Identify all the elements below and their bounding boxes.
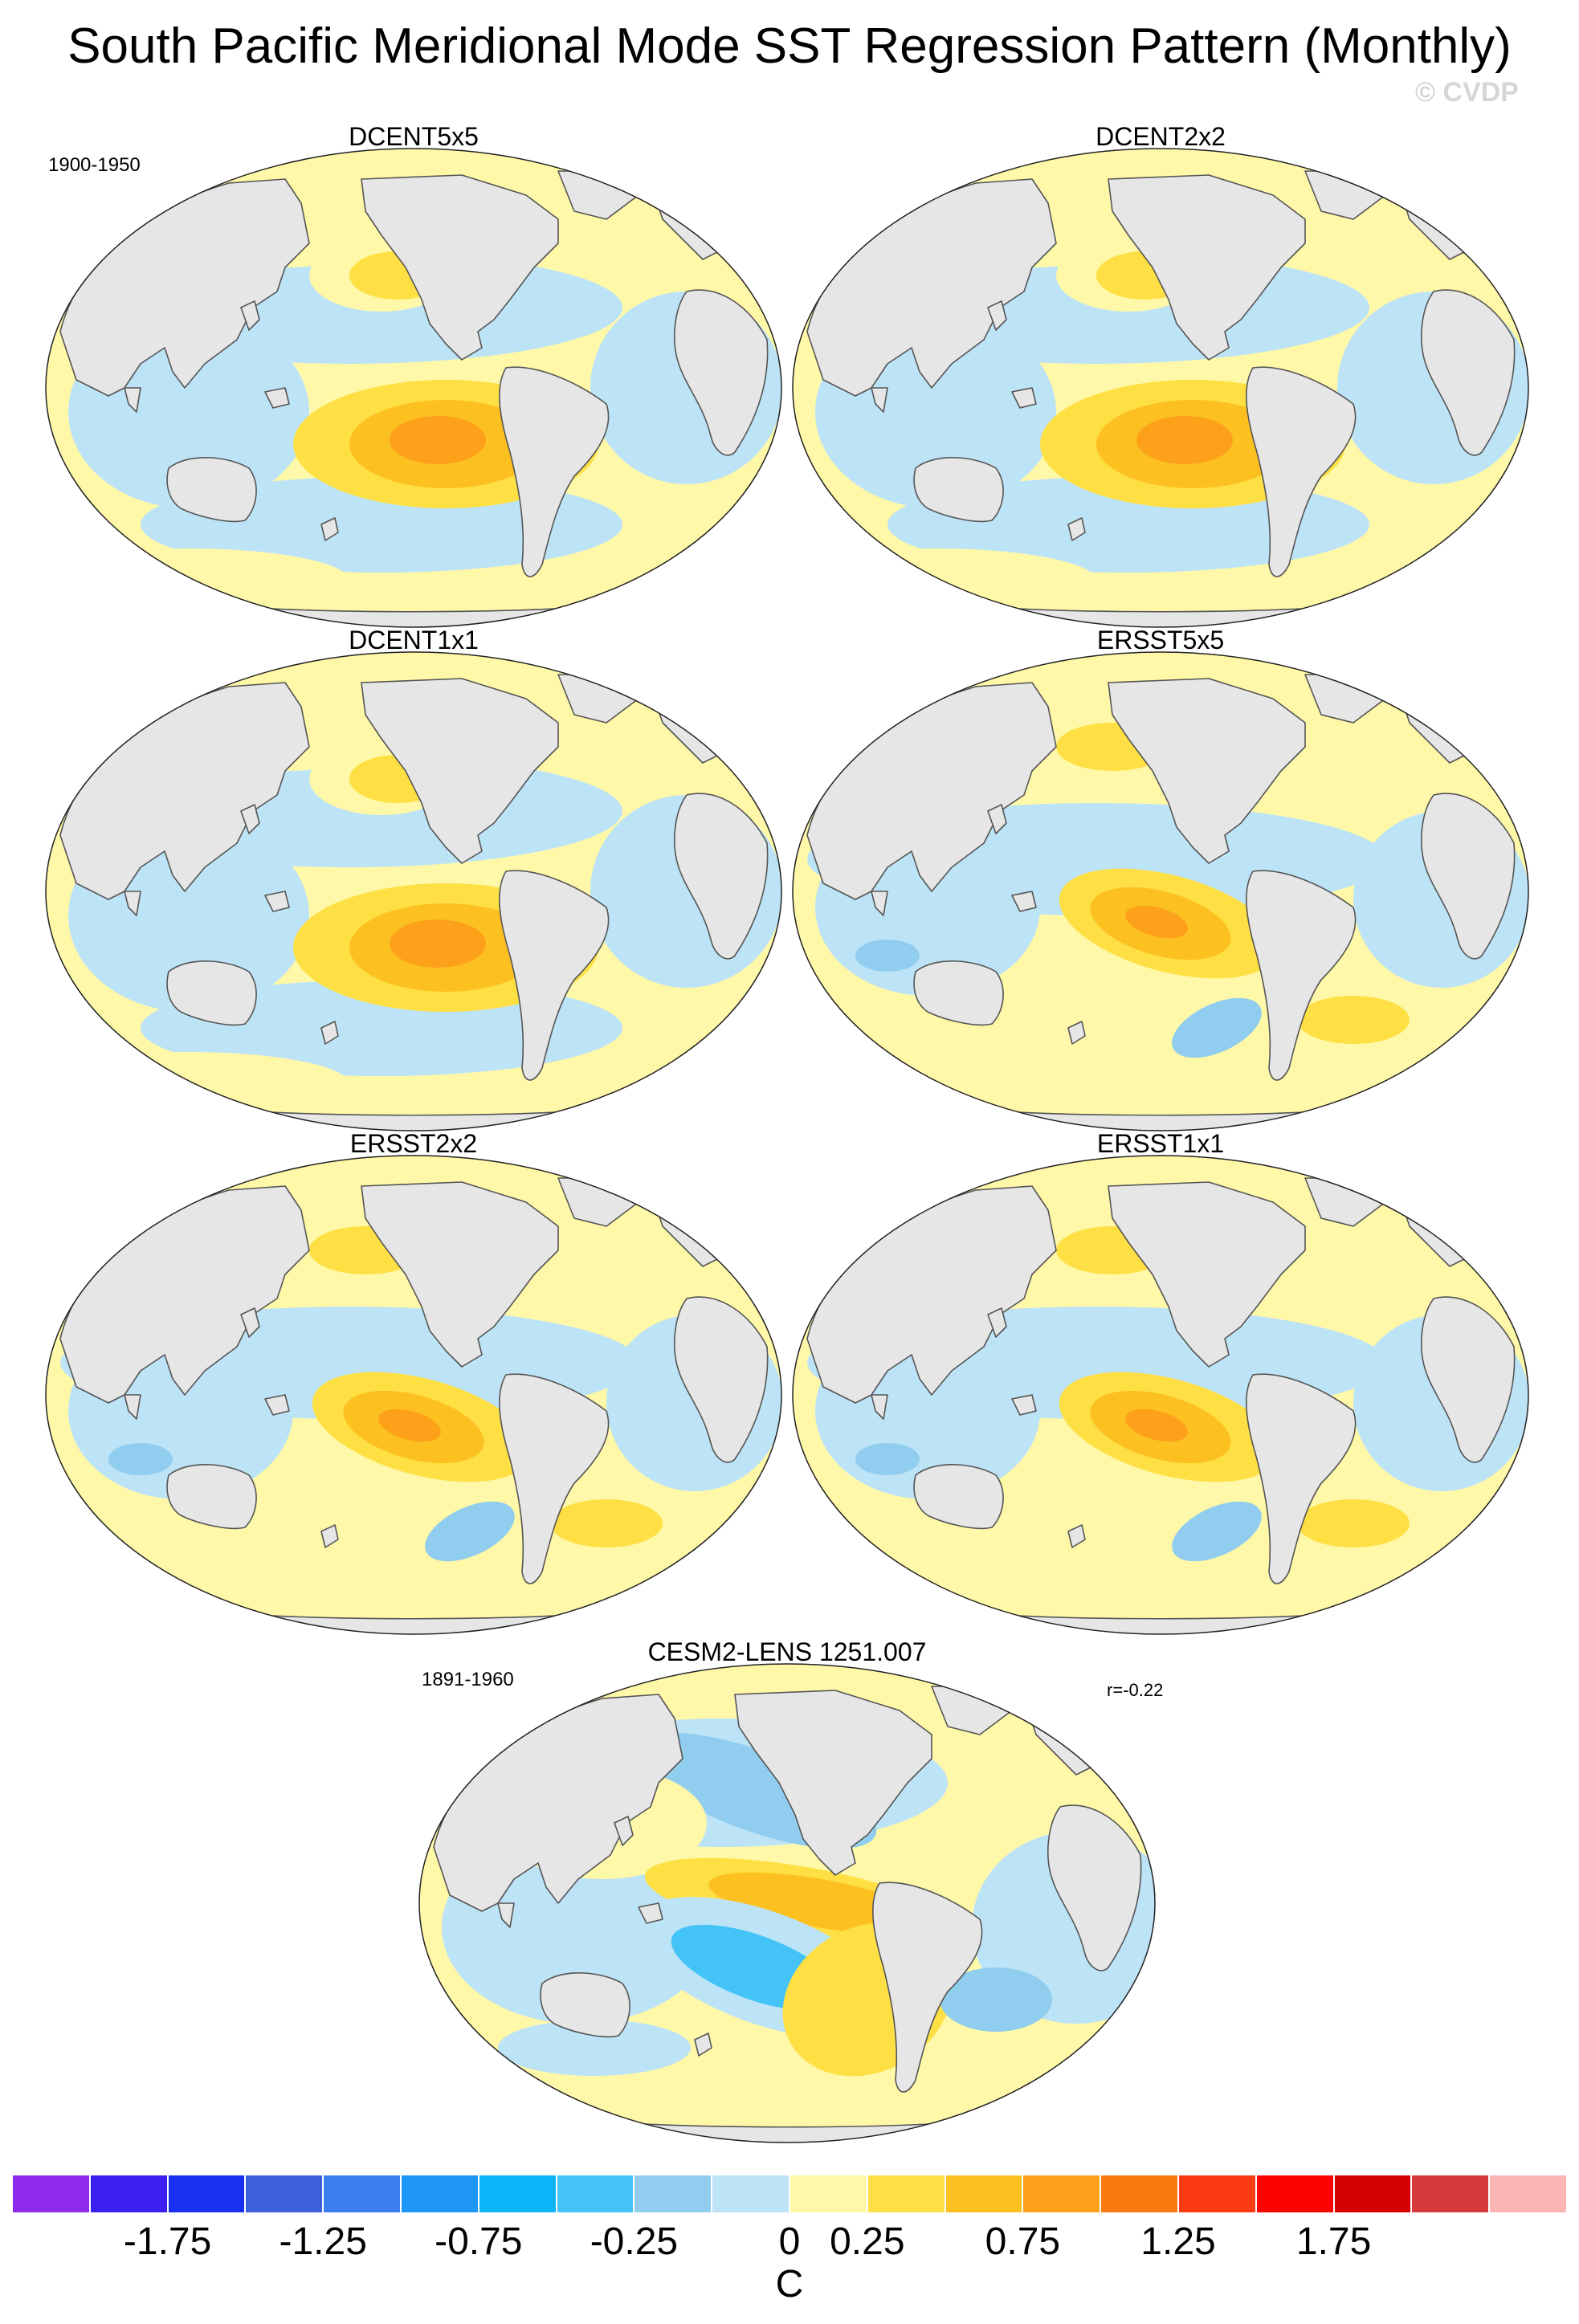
panel-title: DCENT2x2 [1096, 122, 1226, 151]
panel-title: ERSST5x5 [1096, 626, 1225, 654]
map-panel-ersst5x5: ERSST5x5 [791, 626, 1530, 1132]
panel-title: DCENT1x1 [349, 626, 479, 654]
colorbar-box [12, 2175, 90, 2213]
colorbar-tick-label: 1.25 [1140, 2220, 1216, 2263]
colorbar-box [1333, 2175, 1412, 2213]
map-panel-cesm2-lens: CESM2-LENS 1251.007 [418, 1637, 1157, 2144]
colorbar-tick-label: 1.75 [1295, 2220, 1372, 2263]
colorbar-box [1411, 2175, 1490, 2213]
correlation-label: r=-0.22 [1107, 1680, 1164, 1700]
world-map [418, 1663, 1156, 2143]
colorbar-box [556, 2175, 634, 2213]
colorbar-box [1100, 2175, 1178, 2213]
colorbar-tick-label: 0.25 [830, 2220, 905, 2263]
period-label: 1891-1960 [422, 1669, 514, 1690]
colorbar-box [789, 2175, 867, 2213]
panel-title: CESM2-LENS 1251.007 [647, 1637, 927, 1666]
world-map [792, 651, 1529, 1131]
colorbar-box [323, 2175, 401, 2213]
colorbar-box [712, 2175, 790, 2213]
world-map [45, 1155, 782, 1635]
colorbar-box [400, 2175, 479, 2213]
colorbar-box [1177, 2175, 1256, 2213]
world-map [792, 148, 1529, 628]
panel-title: DCENT5x5 [349, 122, 479, 151]
map-panel-ersst1x1: ERSST1x1 [791, 1129, 1530, 1636]
map-panel-dcent2x2: DCENT2x2 [791, 122, 1530, 629]
colorbar-box [89, 2175, 168, 2213]
colorbar [12, 2175, 1567, 2213]
map-panel-ersst2x2: ERSST2x2 [44, 1129, 783, 1636]
colorbar-tick-label: -0.25 [590, 2220, 679, 2263]
colorbar-box [167, 2175, 246, 2213]
world-map [45, 651, 782, 1131]
colorbar-tick-label: 0.75 [985, 2220, 1061, 2263]
colorbar-tick-label: 0 [778, 2220, 801, 2263]
world-map [792, 1155, 1529, 1635]
colorbar-tick-label: -0.75 [435, 2220, 523, 2263]
colorbar-tick-label: -1.25 [279, 2220, 367, 2263]
colorbar-box [867, 2175, 945, 2213]
world-map [45, 148, 782, 628]
map-panel-dcent1x1: DCENT1x1 [44, 626, 783, 1132]
colorbar-tick-label: -1.75 [123, 2220, 212, 2263]
cvdp-watermark: © CVDP [1415, 77, 1519, 108]
period-label: 1900-1950 [48, 154, 141, 176]
colorbar-box [945, 2175, 1023, 2213]
panel-title: ERSST1x1 [1096, 1129, 1225, 1158]
colorbar-box [1489, 2175, 1567, 2213]
page-title: South Pacific Meridional Mode SST Regres… [67, 18, 1512, 74]
colorbar-unit: C [775, 2263, 804, 2306]
colorbar-box [245, 2175, 324, 2213]
colorbar-box [1255, 2175, 1334, 2213]
colorbar-box [1022, 2175, 1101, 2213]
colorbar-box [634, 2175, 712, 2213]
map-panel-dcent5x5: DCENT5x5 [44, 122, 783, 629]
panel-title: ERSST2x2 [349, 1129, 478, 1158]
colorbar-box [478, 2175, 557, 2213]
